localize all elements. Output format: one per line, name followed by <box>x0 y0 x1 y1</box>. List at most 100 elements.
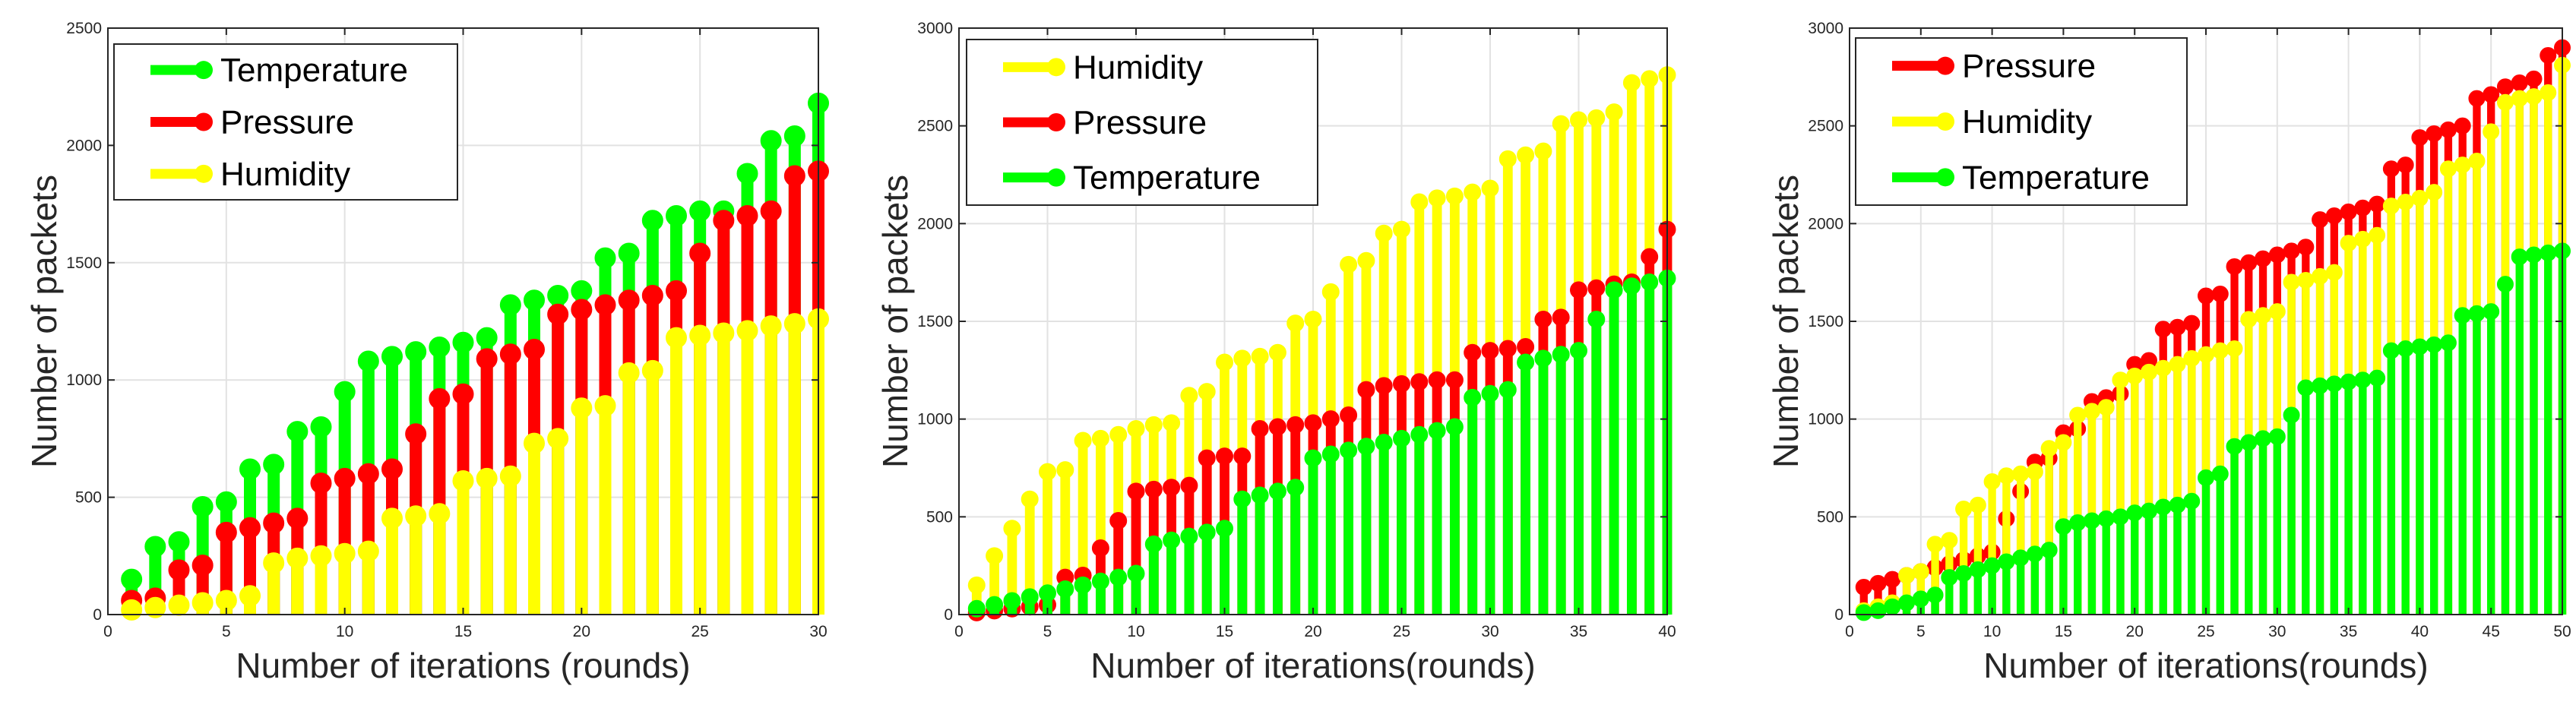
marker-humidity <box>2183 349 2201 367</box>
marker-pressure <box>2525 70 2543 87</box>
marker-humidity <box>1955 501 1973 518</box>
marker-temperature <box>2340 373 2357 390</box>
marker-pressure <box>239 517 261 539</box>
marker-humidity <box>1587 109 1606 127</box>
x-tick-label: 10 <box>1983 623 2001 640</box>
x-tick-label: 45 <box>2483 623 2500 640</box>
marker-pressure <box>2183 314 2201 332</box>
marker-humidity <box>286 547 309 569</box>
marker-humidity <box>1357 251 1375 270</box>
marker-humidity <box>2012 465 2030 482</box>
marker-humidity <box>1180 387 1198 405</box>
marker-humidity <box>2369 226 2386 244</box>
marker-humidity <box>1375 224 1393 242</box>
marker-pressure <box>357 463 379 485</box>
marker-humidity <box>1552 115 1570 133</box>
marker-pressure <box>1869 574 1887 592</box>
legend-marker-pressure <box>1936 56 1954 75</box>
x-tick-label: 5 <box>222 623 231 640</box>
marker-temperature <box>2211 465 2229 482</box>
y-tick-label: 500 <box>1817 508 1843 526</box>
marker-humidity <box>2525 88 2543 106</box>
marker-temperature <box>986 596 1004 614</box>
marker-pressure <box>1393 375 1410 393</box>
marker-temperature <box>2040 542 2058 559</box>
y-tick-label: 3000 <box>917 20 953 37</box>
chart-panel-2: 0 5 10 15 20 25 30 35 40 0 500 1000 1500 2000 2500 3000… <box>875 20 1676 685</box>
marker-humidity <box>1998 467 2015 485</box>
marker-humidity <box>2511 90 2528 107</box>
marker-temperature <box>381 346 403 368</box>
marker-humidity <box>2397 194 2414 211</box>
marker-humidity <box>452 469 474 491</box>
marker-pressure <box>168 559 190 581</box>
marker-temperature <box>2297 379 2315 397</box>
marker-humidity <box>2040 440 2058 457</box>
marker-pressure <box>405 423 427 445</box>
marker-temperature <box>1251 486 1269 504</box>
marker-pressure <box>1286 416 1305 434</box>
legend-label-pressure: Pressure <box>220 104 354 141</box>
marker-pressure <box>2240 254 2258 271</box>
x-tick-label: 20 <box>1304 623 1321 640</box>
marker-pressure <box>547 303 569 325</box>
marker-temperature <box>2169 496 2186 514</box>
marker-humidity <box>2069 406 2087 424</box>
marker-temperature <box>689 200 711 222</box>
marker-humidity <box>2169 356 2186 373</box>
y-tick-label: 1500 <box>917 313 953 330</box>
marker-pressure <box>2283 242 2300 260</box>
marker-humidity <box>2340 235 2357 252</box>
marker-humidity <box>121 599 143 621</box>
marker-pressure <box>1321 410 1340 428</box>
marker-humidity <box>1340 255 1358 273</box>
marker-humidity <box>2468 152 2486 169</box>
marker-temperature <box>2540 244 2557 261</box>
marker-pressure <box>1445 371 1464 389</box>
marker-temperature <box>2154 498 2172 516</box>
marker-temperature <box>2525 246 2543 264</box>
marker-temperature <box>144 536 166 558</box>
marker-temperature <box>2097 510 2115 527</box>
marker-pressure <box>2496 78 2514 96</box>
marker-pressure <box>2198 287 2214 305</box>
marker-pressure <box>452 383 474 405</box>
marker-temperature <box>1056 580 1074 599</box>
marker-temperature <box>1552 346 1570 364</box>
marker-humidity <box>1251 347 1269 365</box>
marker-humidity <box>2126 368 2144 385</box>
marker-temperature <box>1570 342 1587 360</box>
marker-humidity <box>2026 463 2043 481</box>
marker-pressure <box>2340 203 2357 220</box>
marker-humidity <box>736 320 758 342</box>
marker-temperature <box>1481 384 1499 403</box>
marker-temperature <box>1983 557 2001 574</box>
marker-pressure <box>2369 195 2386 213</box>
marker-pressure <box>1340 406 1358 425</box>
marker-temperature <box>760 130 782 152</box>
marker-temperature <box>1144 535 1163 553</box>
y-tick-label: 2500 <box>1808 118 1843 135</box>
y-tick-label: 2000 <box>1808 215 1843 232</box>
y-tick-label: 2000 <box>66 137 102 154</box>
marker-humidity <box>1268 343 1286 362</box>
marker-pressure <box>1641 248 1659 266</box>
marker-temperature <box>1109 568 1128 586</box>
marker-pressure <box>2411 129 2429 147</box>
legend-label-humidity: Humidity <box>1962 103 2092 141</box>
marker-humidity <box>2312 267 2329 285</box>
x-tick-label: 25 <box>691 623 708 640</box>
marker-pressure <box>2468 90 2486 107</box>
x-tick-label: 5 <box>1916 623 1926 640</box>
marker-humidity <box>1109 425 1128 444</box>
marker-humidity <box>2483 123 2500 141</box>
marker-temperature <box>239 458 261 480</box>
marker-humidity <box>239 585 261 607</box>
marker-temperature <box>1410 425 1429 444</box>
x-tick-label: 10 <box>1127 623 1144 640</box>
marker-pressure <box>2354 199 2372 217</box>
marker-pressure <box>2154 321 2172 338</box>
marker-humidity <box>2540 84 2557 101</box>
marker-pressure <box>524 339 545 361</box>
